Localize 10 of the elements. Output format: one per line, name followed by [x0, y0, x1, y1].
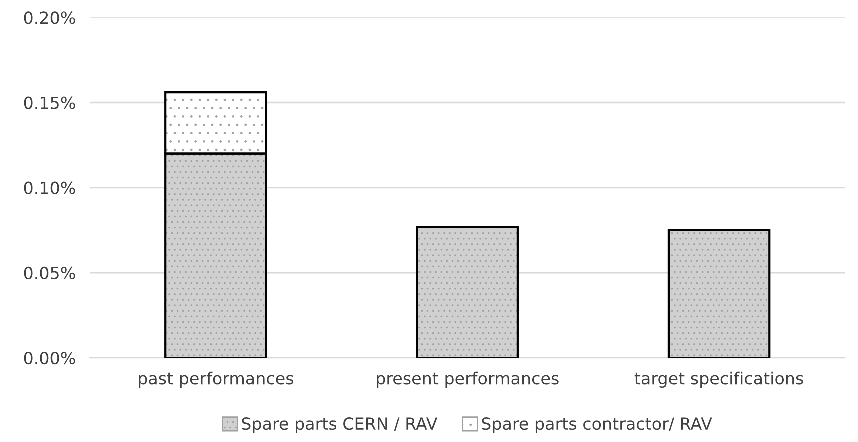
y-tick-label: 0.10% [24, 182, 76, 194]
x-tick-label: target specifications [634, 372, 804, 388]
legend-label: Spare parts CERN / RAV [242, 418, 438, 434]
y-tick-label: 0.00% [24, 352, 76, 365]
y-tick-label: 0.15% [24, 96, 76, 110]
legend-label: Spare parts contractor/ RAV [482, 418, 712, 434]
y-tick-label: 0.05% [24, 266, 76, 280]
x-tick-label: past performances [139, 372, 294, 388]
x-tick-label: present performances [377, 372, 559, 388]
y-tick-label: 0.20% [24, 12, 76, 24]
